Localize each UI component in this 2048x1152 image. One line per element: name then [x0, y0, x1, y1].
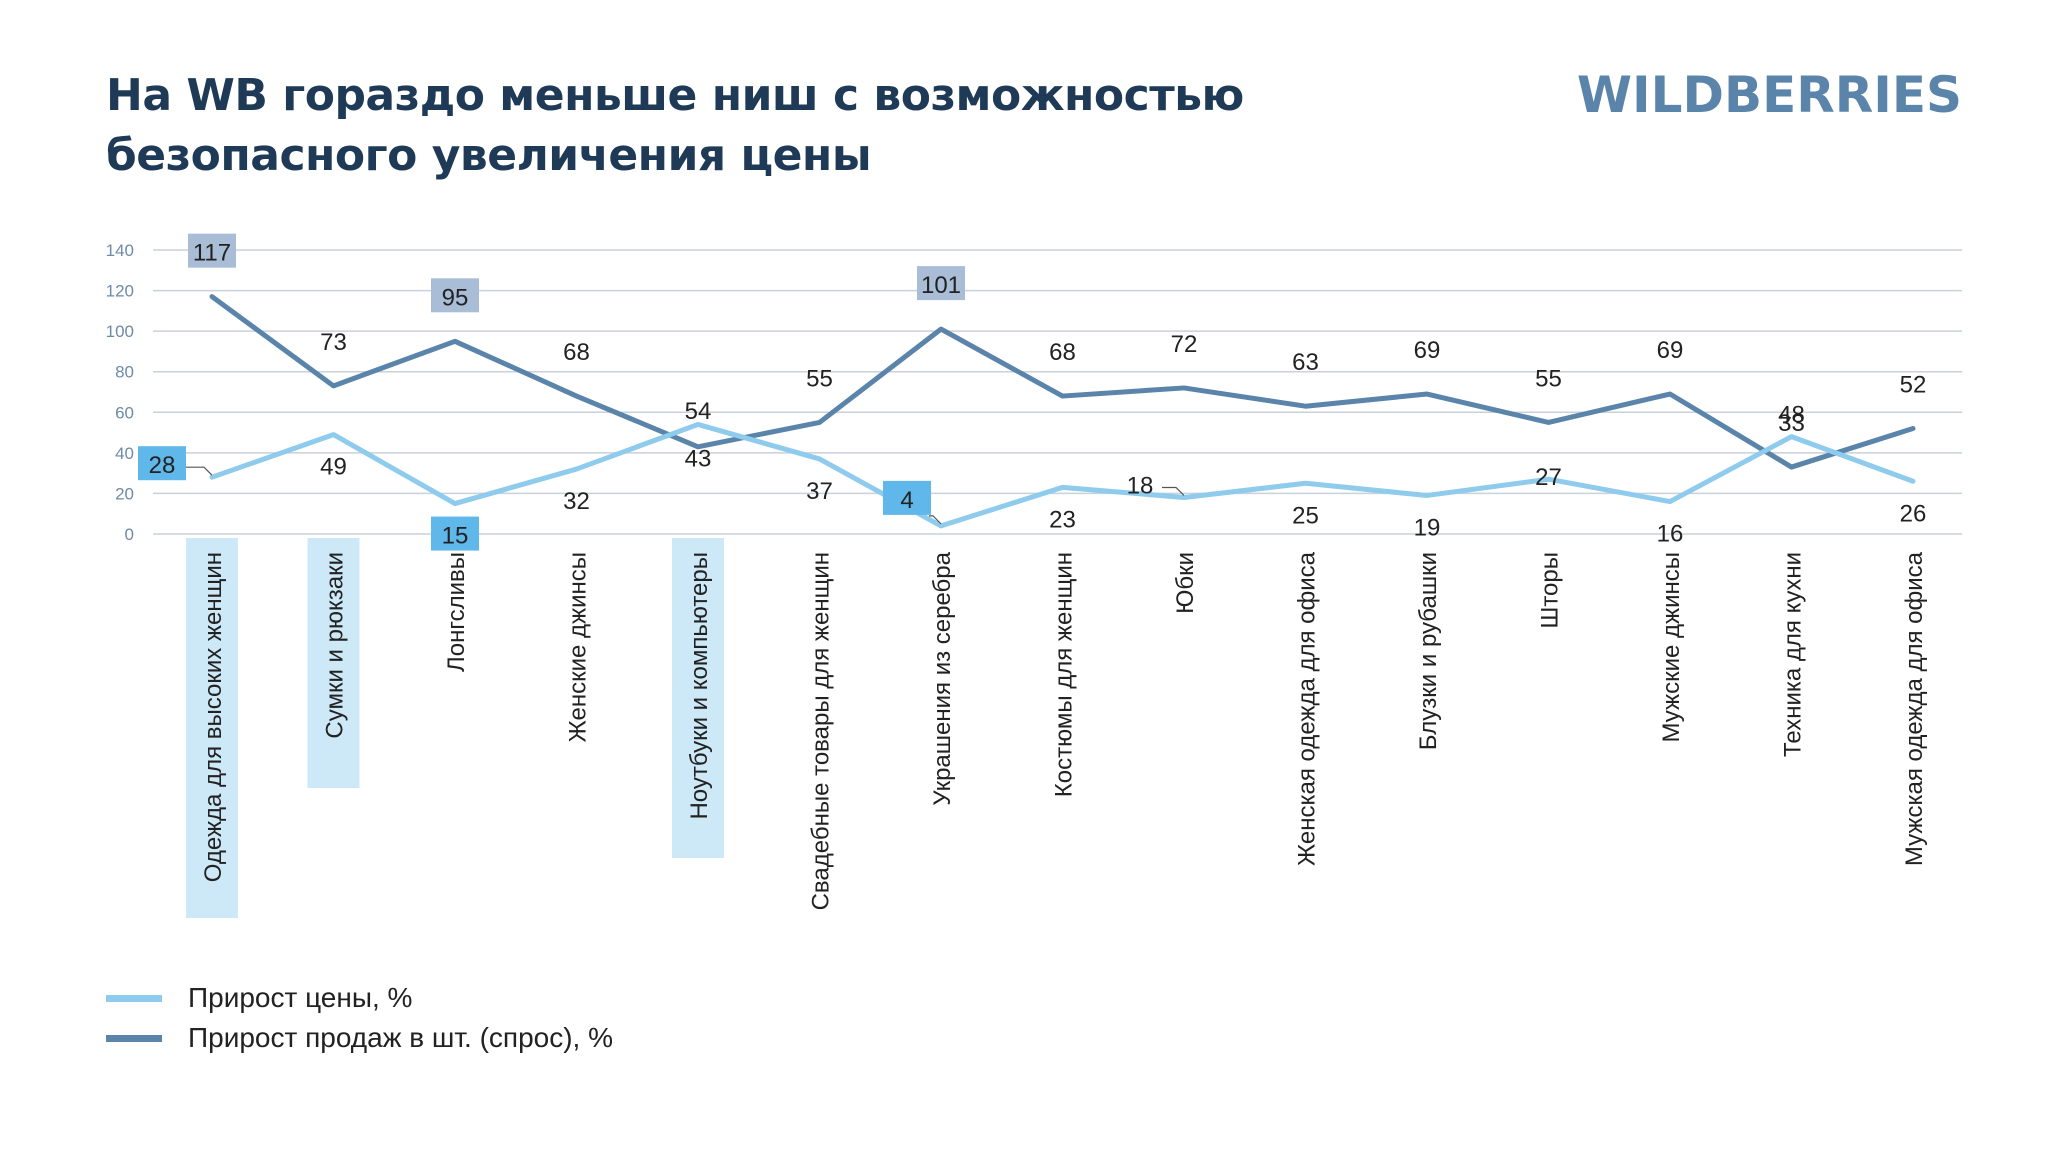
- legend-item-price: Прирост цены, %: [106, 978, 613, 1018]
- legend-label-price: Прирост цены, %: [188, 982, 413, 1013]
- data-label-demand: 68: [563, 339, 590, 366]
- legend-swatch-demand: [106, 1034, 162, 1042]
- data-label-demand-badge: [188, 233, 236, 268]
- category-highlight: [307, 538, 360, 788]
- data-label-price: 54: [685, 398, 712, 425]
- x-tick-label: Техника для кухни: [1780, 552, 1807, 757]
- data-label-price-badge: [883, 480, 931, 515]
- y-tick-label: 120: [106, 282, 134, 301]
- leader-line: [1162, 486, 1185, 496]
- data-label-demand: 69: [1657, 337, 1684, 364]
- x-tick-label: Блузки и рубашки: [1415, 552, 1442, 750]
- data-label-price-badge: [138, 446, 186, 481]
- data-label-demand: 55: [806, 365, 833, 392]
- page-title: На WB гораздо меньше ниш с возможностью …: [106, 66, 1244, 186]
- data-label-price: 18: [1127, 472, 1154, 499]
- data-label-price: 19: [1414, 514, 1441, 541]
- line-chart: 0 20 40 60 80 100 120 140 Одежда для высоких жен…: [106, 233, 1962, 918]
- data-label-demand: 33: [1778, 410, 1805, 437]
- data-label-price: 28: [149, 452, 176, 479]
- data-label-price-badge: [431, 516, 479, 551]
- data-label-demand: 63: [1292, 349, 1319, 376]
- data-label-price: 4: [900, 487, 913, 514]
- data-label-demand: 43: [685, 445, 712, 472]
- leader-line: [929, 515, 942, 525]
- data-label-demand: 52: [1900, 372, 1927, 399]
- x-tick-label: Свадебные товары для женщин: [808, 552, 835, 910]
- x-tick-label: Костюмы для женщин: [1051, 552, 1078, 797]
- data-label-price: 26: [1900, 500, 1927, 527]
- series-line-price: [209, 421, 1916, 529]
- x-tick-label: Юбки: [1172, 552, 1199, 614]
- x-tick-label: Ноутбуки и компьютеры: [686, 552, 713, 820]
- x-tick-label: Одежда для высоких женщин: [200, 552, 227, 882]
- y-tick-label: 100: [106, 322, 134, 341]
- x-tick-label: Мужские джинсы: [1658, 552, 1685, 742]
- category-highlight: [672, 538, 724, 858]
- y-tick-label: 20: [115, 484, 134, 503]
- data-label-price: 27: [1535, 464, 1562, 491]
- y-tick-label: 60: [115, 403, 134, 422]
- data-label-demand-badge: [431, 278, 479, 313]
- x-tick-label: Женские джинсы: [565, 552, 592, 742]
- data-label-demand: 73: [320, 329, 347, 356]
- data-label-price: 48: [1778, 402, 1805, 429]
- x-tick-label: Женская одежда для офиса: [1294, 551, 1321, 866]
- title-line-1: На WB гораздо меньше ниш с возможностью: [106, 70, 1244, 121]
- data-label-demand: 55: [1535, 365, 1562, 392]
- data-label-price: 32: [563, 488, 590, 515]
- wildberries-logo: WILDBERRIES: [1576, 66, 1962, 124]
- data-label-price: 25: [1292, 502, 1319, 529]
- y-tick-label: 80: [115, 363, 134, 382]
- data-label-demand: 68: [1049, 339, 1076, 366]
- x-tick-label: Лонгсливы: [443, 552, 470, 672]
- data-label-price: 16: [1657, 521, 1684, 548]
- x-tick-label: Мужская одежда для офиса: [1901, 551, 1928, 866]
- legend-item-demand: Прирост продаж в шт. (спрос), %: [106, 1018, 613, 1058]
- legend-swatch-price: [106, 994, 162, 1002]
- series-line-demand: [209, 294, 1916, 470]
- data-label-price: 23: [1049, 506, 1076, 533]
- data-label-demand: 101: [921, 272, 961, 299]
- category-highlight: [186, 538, 238, 918]
- y-tick-label: 0: [125, 525, 134, 544]
- y-tick-label: 140: [106, 241, 134, 260]
- data-label-demand-badge: [917, 266, 965, 301]
- chart-legend: Прирост цены, % Прирост продаж в шт. (сп…: [106, 978, 613, 1058]
- legend-label-demand: Прирост продаж в шт. (спрос), %: [188, 1022, 614, 1053]
- x-tick-label: Сумки и рюкзаки: [322, 552, 349, 739]
- data-label-price: 15: [442, 523, 469, 550]
- data-label-price: 49: [320, 454, 347, 481]
- x-tick-label: Шторы: [1537, 552, 1564, 629]
- leader-line: [186, 466, 213, 476]
- data-label-demand: 69: [1414, 337, 1441, 364]
- data-label-demand: 117: [193, 240, 231, 267]
- y-tick-label: 40: [115, 444, 134, 463]
- data-label-price: 37: [806, 478, 833, 505]
- data-label-demand: 72: [1171, 331, 1198, 358]
- data-label-demand: 95: [442, 284, 469, 311]
- x-tick-label: Украшения из серебра: [929, 551, 956, 805]
- title-line-2: безопасного увеличения цены: [106, 130, 872, 181]
